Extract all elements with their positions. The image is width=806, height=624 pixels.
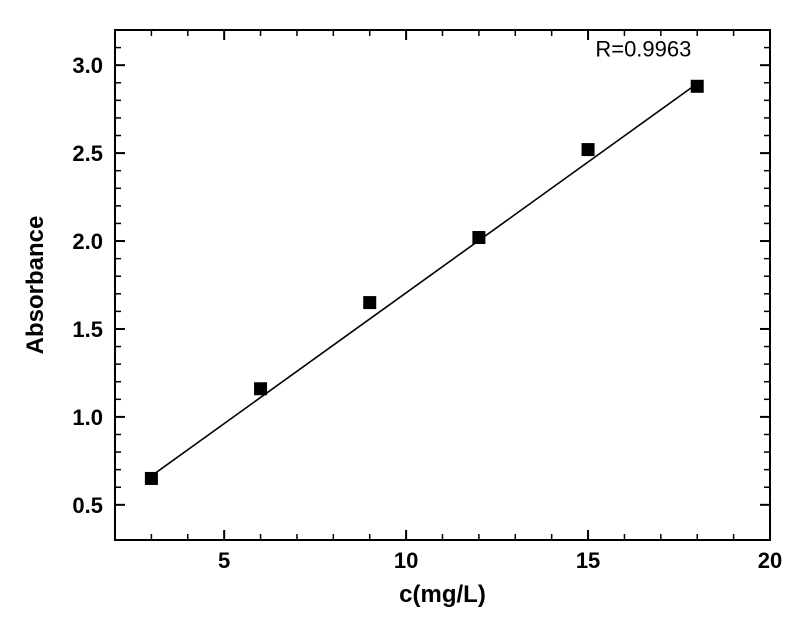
x-tick-label: 15 — [576, 548, 600, 573]
data-point — [255, 383, 267, 395]
y-axis-label: Absorbance — [22, 216, 49, 355]
r-value-annotation: R=0.9963 — [595, 36, 691, 61]
calibration-chart: 5 10 15 20 0.5 1.0 1.5 2.0 2.5 3.0 c(mg/L) Absorban… — [0, 0, 806, 624]
x-tick-label: 5 — [218, 548, 230, 573]
data-point — [473, 232, 485, 244]
data-point — [582, 144, 594, 156]
x-axis-label: c(mg/L) — [399, 581, 486, 608]
x-tick-label: 20 — [758, 548, 782, 573]
plot-frame — [115, 30, 770, 540]
y-tick-label: 1.0 — [72, 405, 103, 430]
y-tick-label: 2.0 — [72, 229, 103, 254]
y-tick-label: 2.5 — [72, 141, 103, 166]
y-tick-label: 3.0 — [72, 53, 103, 78]
x-tick-label: 10 — [394, 548, 418, 573]
data-point — [145, 472, 157, 484]
y-tick-label: 0.5 — [72, 493, 103, 518]
y-tick-label: 1.5 — [72, 317, 103, 342]
data-point — [364, 297, 376, 309]
data-point — [691, 80, 703, 92]
chart-svg: 5 10 15 20 0.5 1.0 1.5 2.0 2.5 3.0 c(mg/L) Absorban… — [0, 0, 806, 624]
